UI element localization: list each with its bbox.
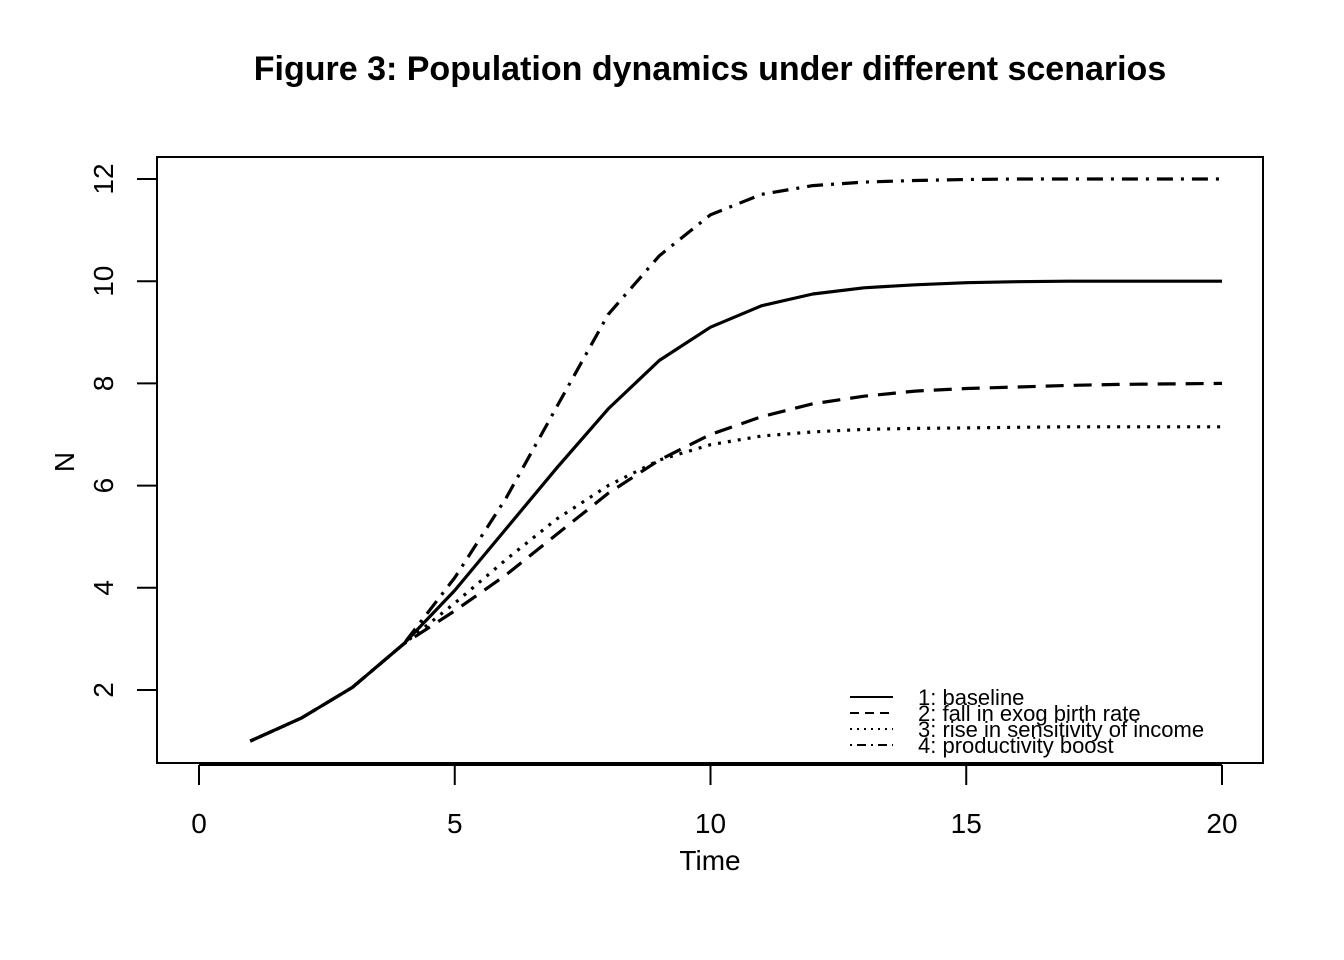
y-axis-label: N — [49, 452, 80, 472]
x-axis: 0 5 10 15 20 — [191, 764, 1238, 839]
x-tick-label: 10 — [695, 808, 726, 839]
y-tick-label: 2 — [88, 682, 119, 698]
series-line-4 — [249, 177, 1222, 743]
legend-label-2: 2: fall in exog birth rate — [918, 701, 1141, 726]
x-axis-label: Time — [679, 845, 740, 876]
y-tick-label: 6 — [88, 478, 119, 494]
y-tick-label: 12 — [88, 163, 119, 194]
series-line-2 — [249, 381, 1223, 743]
series-line-1 — [249, 279, 1222, 743]
x-tick-label: 20 — [1206, 808, 1237, 839]
legend-label-3: 3: rise in sensitivity of income — [918, 717, 1204, 742]
legend-label-1: 1: baseline — [918, 685, 1024, 710]
y-tick-label: 4 — [88, 580, 119, 596]
chart-title: Figure 3: Population dynamics under diff… — [254, 50, 1167, 88]
x-tick-label: 15 — [951, 808, 982, 839]
plot-frame — [156, 156, 1264, 764]
y-axis: 2 4 6 8 10 12 — [88, 163, 158, 698]
series-line-3 — [249, 425, 1222, 743]
y-tick-label: 10 — [88, 266, 119, 297]
legend-label-4: 4: productivity boost — [918, 733, 1114, 758]
x-tick-label: 0 — [191, 808, 207, 839]
series-layer — [249, 177, 1223, 743]
y-tick-label: 8 — [88, 376, 119, 392]
x-tick-label: 5 — [447, 808, 463, 839]
